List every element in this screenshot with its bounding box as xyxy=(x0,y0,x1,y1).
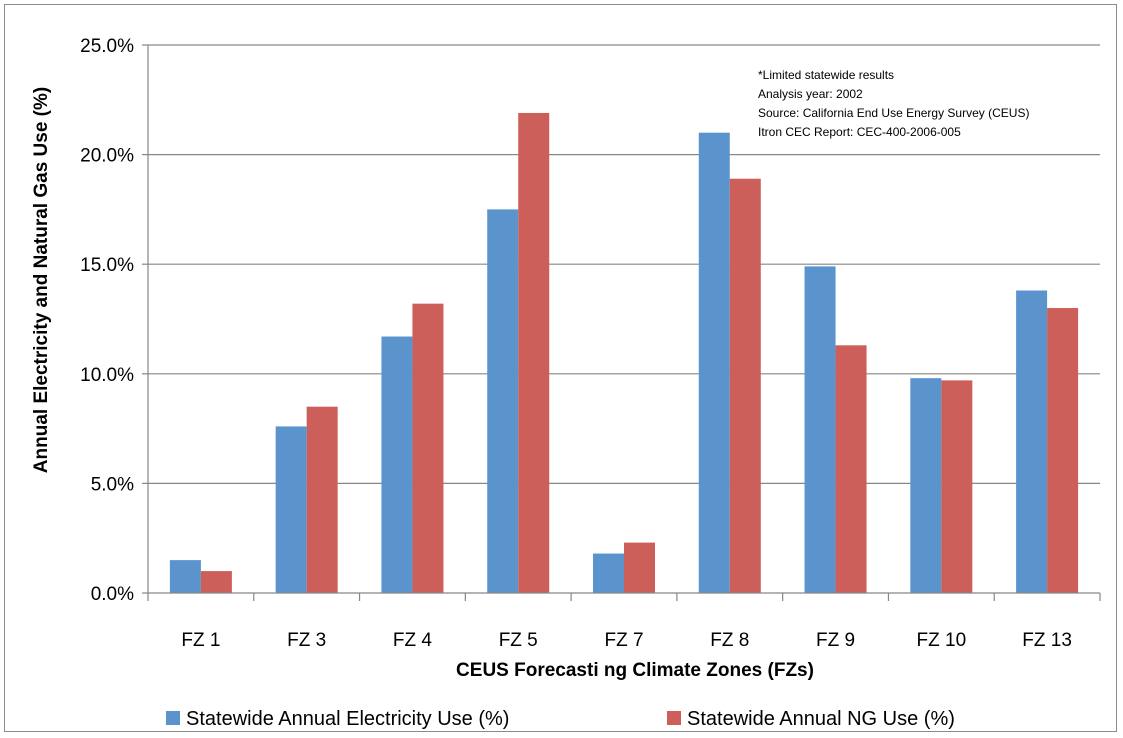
bar-electricity xyxy=(804,266,836,593)
x-tick-label: FZ 9 xyxy=(816,630,855,651)
annotation-line: Itron CEC Report: CEC-400-2006-005 xyxy=(758,125,961,139)
x-tick-label: FZ 13 xyxy=(1022,630,1072,651)
y-tick-label: 10.0% xyxy=(80,365,134,386)
legend-swatch xyxy=(166,711,180,725)
tick-labels: 0.0% 5.0% 10.0% 15.0% 20.0% 25.0% FZ 1 FZ 3 FZ 4… xyxy=(80,36,1072,651)
bar-electricity xyxy=(169,560,201,593)
bar-electricity xyxy=(275,426,307,593)
x-tick-label: FZ 1 xyxy=(181,630,220,651)
bar-ng xyxy=(624,542,655,593)
legend-item-ng: Statewide Annual NG Use (%) xyxy=(667,708,955,730)
bar-electricity xyxy=(910,378,942,593)
legend-label: Statewide Annual NG Use (%) xyxy=(687,708,955,730)
bar-ng xyxy=(200,571,232,593)
bar-electricity xyxy=(593,553,624,593)
y-axis-title: Annual Electricity and Natural Gas Use (… xyxy=(31,87,52,473)
y-tick-label: 20.0% xyxy=(80,146,134,167)
legend-label: Statewide Annual Electricity Use (%) xyxy=(186,708,509,730)
y-tick-label: 25.0% xyxy=(80,36,134,57)
bar-ng xyxy=(1047,308,1079,593)
legend-item-electricity: Statewide Annual Electricity Use (%) xyxy=(166,708,509,730)
axes xyxy=(142,44,1101,601)
y-tick-label: 15.0% xyxy=(80,255,134,276)
bar-electricity xyxy=(381,336,413,593)
bar-electricity xyxy=(698,132,730,593)
x-axis-title: CEUS Forecasti ng Climate Zones (FZs) xyxy=(456,660,814,681)
annotation-line: Source: California End Use Energy Survey… xyxy=(758,106,1029,120)
bar-ng xyxy=(941,380,973,593)
bar-ng xyxy=(412,303,444,593)
legend-swatch xyxy=(667,711,681,725)
bar-electricity xyxy=(1016,290,1048,593)
bar-ng xyxy=(518,112,550,594)
x-tick-label: FZ 4 xyxy=(393,630,432,651)
y-tick-label: 5.0% xyxy=(91,474,134,495)
bar-ng xyxy=(729,178,761,593)
bars xyxy=(169,112,1079,594)
annotation-note: *Limited statewide results Analysis year… xyxy=(758,68,1029,139)
y-tick-label: 0.0% xyxy=(91,584,134,605)
chart-frame: 0.0% 5.0% 10.0% 15.0% 20.0% 25.0% FZ 1 FZ 3 FZ 4… xyxy=(4,4,1117,732)
annotation-line: Analysis year: 2002 xyxy=(758,87,863,101)
bar-chart: 0.0% 5.0% 10.0% 15.0% 20.0% 25.0% FZ 1 FZ 3 FZ 4… xyxy=(31,36,1101,730)
x-tick-label: FZ 3 xyxy=(287,630,326,651)
bar-electricity xyxy=(487,209,519,593)
bar-ng xyxy=(306,406,338,593)
bar-ng xyxy=(835,345,867,593)
x-tick-label: FZ 8 xyxy=(710,630,749,651)
annotation-line: *Limited statewide results xyxy=(758,68,894,82)
x-tick-label: FZ 5 xyxy=(499,630,538,651)
legend: Statewide Annual Electricity Use (%) Sta… xyxy=(166,708,955,730)
x-tick-label: FZ 10 xyxy=(917,630,967,651)
x-tick-label: FZ 7 xyxy=(604,630,643,651)
